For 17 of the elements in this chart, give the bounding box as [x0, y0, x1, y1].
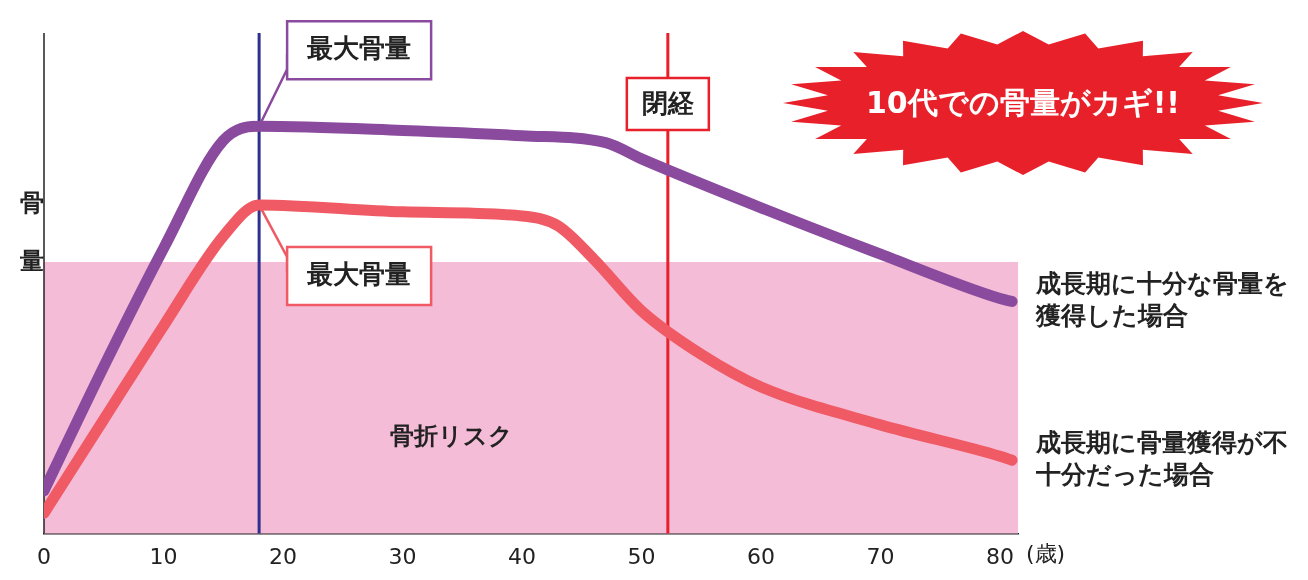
x-axis-title: (歳) — [1026, 541, 1066, 567]
x-tick-label: 30 — [388, 543, 417, 569]
annotation: 最大骨量 — [306, 33, 412, 64]
x-tick-label: 10 — [149, 543, 178, 569]
text: 10代での骨量がカギ!! — [864, 83, 1182, 122]
series-label: 成長期に十分な骨量を獲得した場合 — [1035, 268, 1289, 330]
x-tick-label: 80 — [986, 543, 1015, 569]
x-tick-label: 50 — [627, 543, 656, 569]
band-label: 骨折リスク — [389, 422, 513, 450]
x-tick-label: 70 — [866, 543, 895, 569]
ref-line-label: 閉経 — [641, 87, 694, 118]
x-tick-label: 20 — [269, 543, 298, 569]
series-label: 成長期に骨量獲得が不十分だった場合 — [1035, 427, 1288, 489]
annotation: 最大骨量 — [306, 258, 412, 289]
x-tick-label: 0 — [37, 543, 51, 569]
x-tick-label: 60 — [747, 543, 776, 569]
x-tick-label: 40 — [508, 543, 537, 569]
